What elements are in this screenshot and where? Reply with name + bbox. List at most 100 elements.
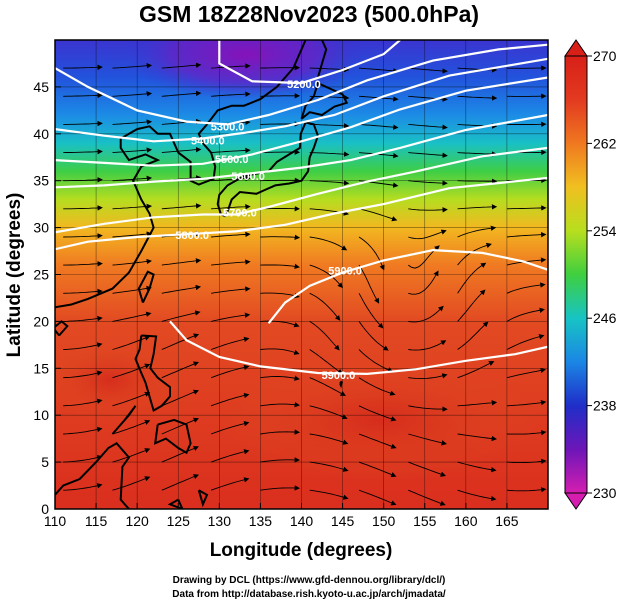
colorbar-tick-label: 270 xyxy=(593,48,617,64)
streamline xyxy=(309,349,343,375)
streamline xyxy=(457,461,497,473)
y-tick-label: 30 xyxy=(33,220,49,236)
coastline xyxy=(216,121,319,218)
streamline xyxy=(457,95,498,101)
streamline xyxy=(506,307,545,322)
streamline xyxy=(309,489,349,500)
streamline xyxy=(506,282,546,294)
streamline xyxy=(210,477,250,491)
streamline xyxy=(112,258,152,266)
streamline xyxy=(358,377,396,396)
streamline xyxy=(112,391,151,407)
streamline xyxy=(309,321,340,351)
y-tick-label: 20 xyxy=(33,313,49,329)
streamline xyxy=(112,147,153,154)
contour-label: 5300.0 xyxy=(211,121,245,133)
streamline xyxy=(260,292,300,299)
credit-line-data: Data from http://database.rish.kyoto-u.a… xyxy=(172,589,446,600)
streamline xyxy=(309,264,343,289)
streamline xyxy=(63,342,103,350)
streamline xyxy=(211,231,251,238)
streamline xyxy=(358,208,398,222)
streamline xyxy=(408,270,439,295)
streamline xyxy=(112,476,151,491)
streamline xyxy=(63,483,103,491)
y-axis-ticks: 0 5 10 15 20 25 30 35 40 45 xyxy=(33,79,61,517)
streamline xyxy=(63,120,103,127)
chart-title: GSM 18Z28Nov2023 (500.0hPa) xyxy=(139,1,479,27)
colorbar-tick-label: 238 xyxy=(593,398,617,414)
streamline xyxy=(408,489,446,506)
streamline xyxy=(457,400,498,407)
height-contours-layer xyxy=(55,40,548,376)
streamline xyxy=(161,445,199,463)
streamline xyxy=(309,236,348,251)
streamline xyxy=(260,402,300,408)
streamline xyxy=(63,92,103,99)
colorbar-tick-label: 230 xyxy=(593,485,617,501)
streamline xyxy=(211,63,251,69)
streamline xyxy=(457,489,497,502)
coastline xyxy=(111,405,137,435)
streamline xyxy=(309,66,350,73)
contour-labels-layer: 5200.0 5300.0 5400.0 5500.0 5600.0 5700.0 5800… xyxy=(175,79,361,382)
streamline xyxy=(63,205,103,211)
streamline xyxy=(63,261,103,267)
y-tick-label: 0 xyxy=(41,501,49,517)
streamline xyxy=(260,348,300,355)
streamline xyxy=(408,340,447,351)
streamline xyxy=(457,262,487,294)
contour-label: 5200.0 xyxy=(287,79,321,91)
streamline xyxy=(358,123,399,130)
streamline xyxy=(63,426,103,435)
streamline xyxy=(112,203,153,210)
streamline xyxy=(309,461,349,472)
streamline xyxy=(408,123,448,130)
x-tick-label: 130 xyxy=(208,513,232,529)
streamline xyxy=(309,433,349,445)
streamline xyxy=(210,336,250,350)
streamline xyxy=(63,233,103,239)
colorbar-ticks: 230 238 246 254 262 270 xyxy=(587,48,617,501)
streamline xyxy=(408,461,447,477)
streamline xyxy=(112,285,152,294)
warm-anomaly-region xyxy=(220,360,540,480)
streamline xyxy=(408,373,448,380)
streamline xyxy=(408,229,447,240)
streamline xyxy=(161,361,200,379)
cold-core-region xyxy=(125,40,365,100)
streamline xyxy=(211,147,251,154)
streamline xyxy=(63,288,103,295)
streamline xyxy=(211,175,251,182)
y-tick-label: 40 xyxy=(33,126,49,142)
coastline xyxy=(300,81,349,120)
streamline xyxy=(210,392,250,407)
colorbar-tick-label: 262 xyxy=(593,135,617,151)
x-axis-ticks: 110 115 120 125 130 135 140 145 150 155 160 165 xyxy=(44,503,519,529)
contour-line xyxy=(55,57,548,143)
streamline xyxy=(112,119,153,125)
contour-line xyxy=(267,248,548,324)
streamline xyxy=(408,305,444,323)
coastline xyxy=(134,334,171,412)
streamline xyxy=(506,458,547,465)
streamline xyxy=(457,289,486,322)
streamline xyxy=(112,363,151,379)
x-tick-label: 155 xyxy=(413,513,437,529)
coastline xyxy=(197,489,209,508)
streamline xyxy=(260,263,300,270)
contour-label: 5400.0 xyxy=(191,135,225,147)
streamline xyxy=(112,335,151,350)
x-tick-label: 115 xyxy=(85,513,108,529)
x-tick-label: 120 xyxy=(125,513,149,529)
contour-label: 5700.0 xyxy=(223,208,257,220)
y-tick-label: 35 xyxy=(33,173,49,189)
streamline xyxy=(161,474,200,491)
x-tick-label: 140 xyxy=(290,513,314,529)
streamline xyxy=(211,312,251,322)
streamline xyxy=(506,429,547,436)
contour-label: 5900.0 xyxy=(328,266,362,278)
streamline xyxy=(506,367,546,379)
streamline xyxy=(260,234,301,240)
streamline xyxy=(260,485,300,491)
